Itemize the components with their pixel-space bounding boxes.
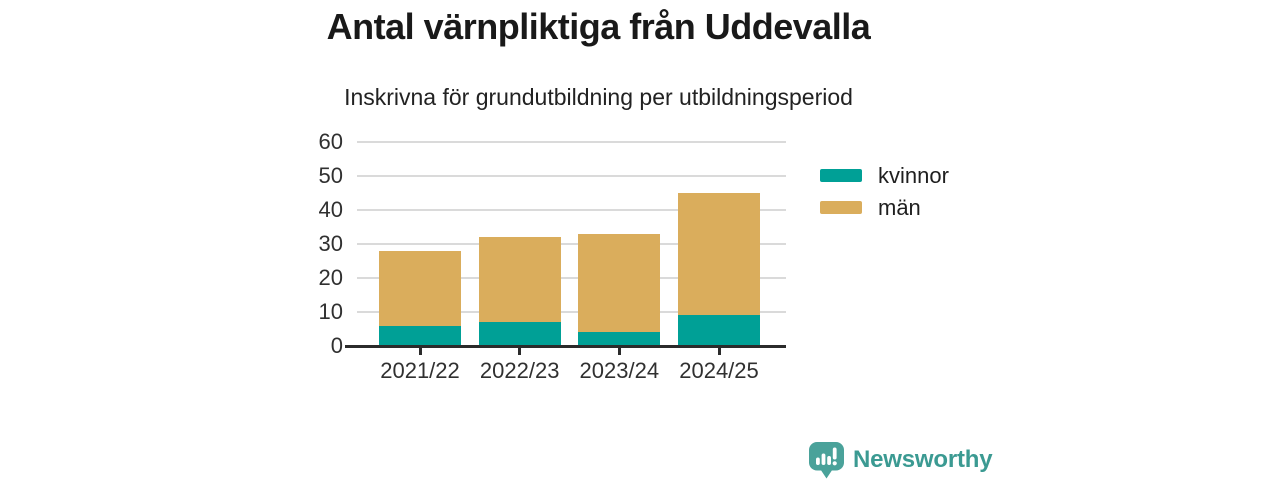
gridline-y10 <box>357 311 786 313</box>
x-axis-tick-label: 2023/24 <box>579 358 660 383</box>
y-axis-tick-label: 10 <box>318 299 343 324</box>
y-axis-tick-label: 40 <box>318 197 343 222</box>
x-axis-tick-label: 2024/25 <box>679 358 759 383</box>
bar-2023/24-kvinnor <box>578 332 661 346</box>
gridline-y40 <box>357 209 786 211</box>
legend-swatch-män <box>820 201 862 214</box>
y-axis-tick-label: 50 <box>318 163 343 188</box>
y-axis-tick-label: 60 <box>318 129 343 154</box>
gridline-y30 <box>357 243 786 245</box>
bar-2022/23-män <box>478 237 561 323</box>
x-axis-tick-label: 2022/23 <box>479 358 560 383</box>
x-axis-line <box>345 345 786 348</box>
x-axis-tick <box>717 348 721 355</box>
legend-item-män: män <box>820 195 949 220</box>
legend-label-män: män <box>878 195 921 220</box>
bar-2021/22-kvinnor <box>379 325 461 346</box>
newsworthy-logo-text: Newsworthy <box>853 446 993 473</box>
y-axis-tick-label: 0 <box>330 333 343 358</box>
y-axis-tick-label: 20 <box>318 265 343 290</box>
bar-2024/25-män <box>678 193 760 316</box>
newsworthy-logo-icon <box>808 441 845 479</box>
chart-title: Antal värnpliktiga från Uddevalla <box>326 6 871 47</box>
x-axis-tick <box>617 348 621 355</box>
legend-label-kvinnor: kvinnor <box>878 163 949 188</box>
chart-subtitle: Inskrivna för grundutbildning per utbild… <box>344 84 853 110</box>
gridline-y60 <box>357 141 786 143</box>
bar-2023/24-män <box>578 233 661 333</box>
newsworthy-logo[interactable]: Newsworthy <box>808 441 993 479</box>
legend-swatch-kvinnor <box>820 169 862 182</box>
gridline-y50 <box>357 175 786 177</box>
legend-item-kvinnor: kvinnor <box>820 163 949 188</box>
x-axis-tick-label: 2021/22 <box>380 358 460 383</box>
bar-2021/22-män <box>379 250 461 326</box>
x-axis-tick <box>518 348 522 355</box>
y-axis-tick-label: 30 <box>318 231 343 256</box>
bar-2022/23-kvinnor <box>478 322 561 346</box>
legend: kvinnor män <box>820 163 949 227</box>
bar-2024/25-kvinnor <box>678 315 760 346</box>
x-axis-tick <box>418 348 422 355</box>
gridline-y20 <box>357 277 786 279</box>
